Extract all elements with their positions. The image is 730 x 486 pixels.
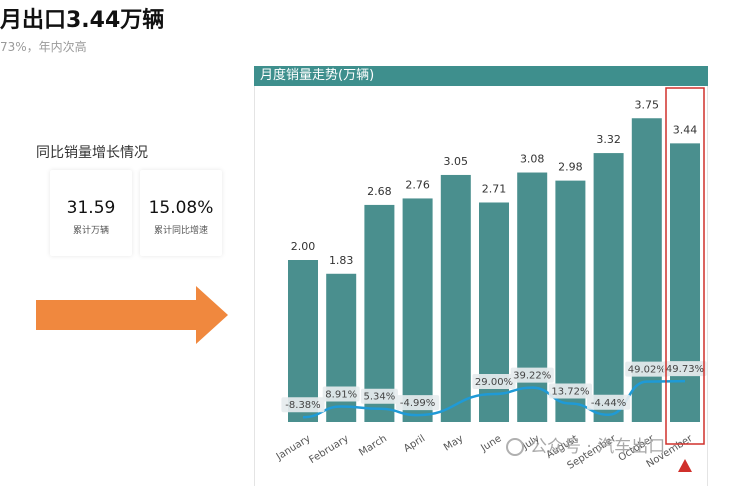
bar-value-label: 3.75 [635,98,660,111]
monthly-sales-chart: 2.00 January 1.83 February 2.68 March 2.76 Apri… [274,87,707,472]
line-label-box [281,397,325,413]
monthly-sales-panel: 月度销量走势(万辆) [254,66,708,486]
highlight-box [665,87,705,445]
bar-value-label: 3.32 [596,133,621,146]
line-value-label: 49.02% [628,365,666,376]
line-value-label: 29.00% [475,377,513,388]
watermark-text: 公众号 · 汽车出口 [530,437,666,457]
line-value-label: -4.99% [400,398,435,409]
line-value-label: 49.73% [666,364,704,375]
bar-value-label: 3.44 [673,123,698,136]
kpi-value: 31.59 [66,198,116,218]
line-label-box [322,386,360,402]
right-arrow-icon [36,286,228,344]
headline: 月出口3.44万辆 [0,8,165,33]
bar-value-label: 2.98 [558,161,583,174]
line-value-label: 8.91% [325,389,357,400]
bar [288,260,318,422]
kpi-label: 累计同比增速 [153,226,208,236]
x-tick-label: February [307,433,350,466]
kpi-label: 累计万辆 [72,226,109,236]
x-tick-label: January [274,433,313,463]
headline-subtitle: 73%，年内次高 [0,40,87,54]
highlight-marker-icon [678,459,692,472]
x-tick-label: May [442,433,465,453]
bar-value-label: 2.68 [367,185,392,198]
watermark: 公众号 · 汽车出口 [506,432,665,457]
bar [364,204,395,422]
x-tick-label: June [478,433,503,454]
line-label-box [360,388,398,404]
line-label-box [472,374,516,390]
kpi-card-cumulative-growth: 15.08% 累计同比增速 [140,170,222,256]
bar [402,198,433,422]
line-label-box [625,361,669,377]
line-label-box [587,394,631,410]
bar [479,202,509,422]
bar-value-label: 1.83 [329,254,354,267]
line-value-label: 13.72% [551,386,589,397]
line-label-box [510,367,554,383]
bar [593,153,624,422]
line-label-box [663,361,707,377]
wechat-icon [506,438,524,456]
bar-value-label: 3.08 [520,153,545,166]
kpi-card-cumulative-volume: 31.59 累计万辆 [50,170,132,256]
bar [555,180,586,422]
bar-value-label: 3.05 [444,155,469,168]
line-label-box [548,383,592,399]
bar [440,174,471,422]
line-value-label: -4.44% [591,398,626,409]
line-value-label: 39.22% [513,371,551,382]
bar-value-label: 2.00 [291,240,316,253]
x-tick-label: April [402,433,427,454]
line-label-box [396,395,440,411]
line-value-label: 5.34% [364,392,396,403]
line-value-label: -8.38% [285,400,320,411]
x-tick-label: March [357,433,389,458]
bar-value-label: 2.76 [405,178,430,191]
kpi-value: 15.08% [148,198,214,218]
chart-body [254,86,708,486]
bar-value-label: 2.71 [482,182,507,195]
yoy-section-title: 同比销量增长情况 [36,145,148,161]
chart-title: 月度销量走势(万辆) [254,66,708,86]
bar [517,172,548,422]
